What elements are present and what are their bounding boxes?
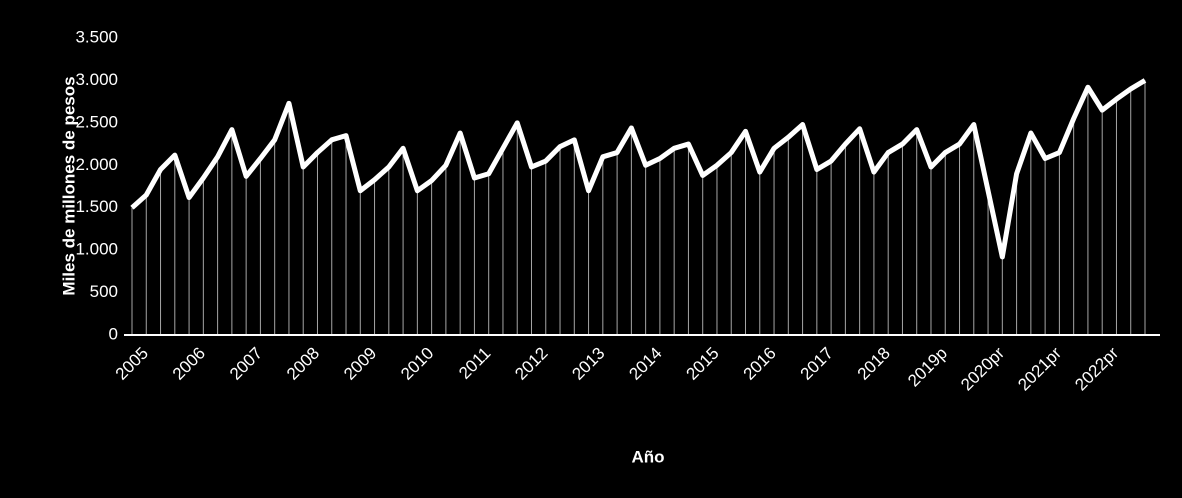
- y-tick-label: 500: [90, 282, 118, 301]
- x-axis-title: Año: [631, 447, 664, 466]
- y-tick-label: 3.000: [75, 70, 118, 89]
- y-axis-title: Miles de millones de pesos: [59, 76, 78, 295]
- y-tick-label: 1.500: [75, 197, 118, 216]
- y-tick-label: 2.000: [75, 155, 118, 174]
- y-tick-label: 0: [109, 324, 118, 343]
- y-tick-label: 1.000: [75, 240, 118, 259]
- y-tick-label: 3.500: [75, 27, 118, 46]
- y-tick-label: 2.500: [75, 112, 118, 131]
- series-line: [130, 78, 1147, 260]
